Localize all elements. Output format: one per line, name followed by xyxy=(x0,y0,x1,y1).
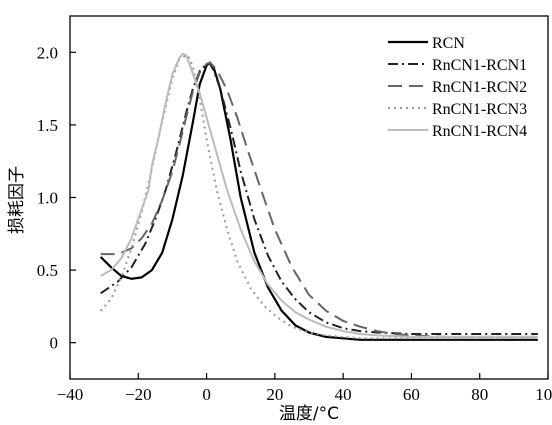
legend-label-4: RnCN1-RCN3 xyxy=(432,101,527,118)
series-line-1 xyxy=(99,61,538,341)
y-axis-label: 损耗因子 xyxy=(7,166,27,234)
y-tick-label: 0 xyxy=(50,334,59,353)
series-line-3 xyxy=(100,61,538,338)
y-tick-label: 1.0 xyxy=(37,189,58,208)
x-tick-label: 20 xyxy=(266,385,283,404)
legend-label-5: RnCN1-RCN4 xyxy=(432,123,527,140)
legend-label-3: RnCN1-RCN2 xyxy=(432,79,527,96)
series-line-5 xyxy=(100,52,538,338)
plot-area: −40 −20 0 20 40 60 80 100 0 0.5 1.0 1.5 2.0 xyxy=(37,15,552,404)
y-tick-label: 1.5 xyxy=(37,116,58,135)
y-tick-label: 0.5 xyxy=(37,261,58,280)
x-tick-label: −40 xyxy=(57,385,84,404)
x-tick-label: 100 xyxy=(535,385,552,404)
x-axis-label: 温度/°C xyxy=(279,404,339,424)
legend-label-2: RnCN1-RCN1 xyxy=(432,57,527,74)
x-tick-label: 80 xyxy=(471,385,488,404)
series-layer xyxy=(99,52,538,341)
x-tick-label: 40 xyxy=(335,385,352,404)
labels-layer: 温度/°C 损耗因子 xyxy=(7,166,339,424)
x-tick-label: −20 xyxy=(125,385,152,404)
x-tick-label: 60 xyxy=(403,385,420,404)
x-tick-label: 0 xyxy=(202,385,211,404)
legend-label-1: RCN xyxy=(432,35,465,52)
ticks-layer: −40 −20 0 20 40 60 80 100 0 0.5 1.0 1.5 2.0 xyxy=(37,43,552,404)
y-tick-label: 2.0 xyxy=(37,43,58,62)
legend: RCN RnCN1-RCN1 RnCN1-RCN2 RnCN1-RCN3 RnCN1-R… xyxy=(388,35,527,140)
